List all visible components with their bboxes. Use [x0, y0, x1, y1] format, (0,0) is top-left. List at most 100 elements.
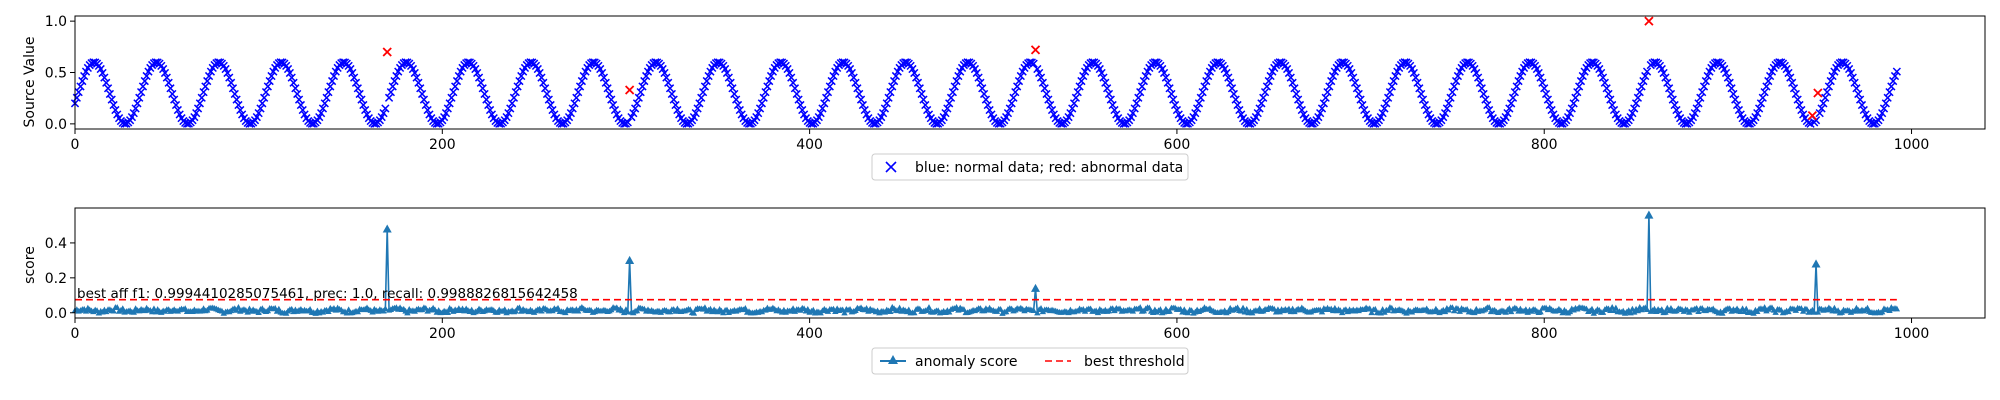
normal-data-point [735, 105, 744, 115]
normal-data-point [1005, 104, 1014, 113]
normal-data-point [541, 84, 550, 93]
normal-data-point [390, 76, 399, 86]
normal-data-point [1165, 84, 1174, 93]
anomaly-score-marker [382, 305, 389, 312]
normal-data-point [539, 78, 548, 87]
normal-data-point [1360, 105, 1369, 115]
normal-data-point [1472, 68, 1481, 78]
normal-data-point [1547, 105, 1556, 115]
normal-data-point [1196, 93, 1205, 102]
normal-data-point [1826, 76, 1835, 86]
normal-data-point [357, 95, 366, 104]
normal-data-point [1822, 87, 1832, 97]
normal-data-point [794, 95, 803, 104]
normal-data-point [1325, 82, 1334, 91]
abnormal-data-point [1030, 45, 1041, 55]
anomaly-score-marker [1750, 309, 1757, 316]
anomaly-score-marker [1643, 306, 1651, 312]
normal-data-point [1507, 99, 1516, 108]
normal-data-point [1292, 89, 1301, 99]
normal-data-point [1764, 76, 1773, 86]
anomaly-score-marker [742, 305, 749, 311]
normal-data-point [100, 73, 109, 82]
normal-data-point [1378, 108, 1387, 118]
normal-data-point [236, 105, 245, 115]
normal-data-point [1698, 87, 1707, 97]
normal-data-point [1475, 78, 1485, 87]
normal-data-point [1824, 82, 1834, 91]
normal-data-point [1134, 93, 1143, 102]
normal-data-point [76, 82, 85, 91]
normal-data-point [548, 105, 557, 115]
x-tick-label: 1000 [1894, 326, 1930, 342]
normal-data-point [1161, 73, 1171, 82]
bottom-legend-box [871, 347, 1189, 375]
normal-data-point [1204, 71, 1213, 81]
normal-data-point [820, 99, 829, 108]
normal-data-point [983, 100, 992, 110]
normal-data-point [1013, 82, 1022, 91]
normal-data-point [629, 108, 638, 118]
normal-data-point [1128, 108, 1137, 118]
top-legend-box [871, 153, 1189, 181]
normal-data-point [759, 93, 768, 102]
normal-data-point [1473, 73, 1483, 82]
normal-data-point [1699, 82, 1709, 91]
normal-data-point [757, 99, 766, 108]
normal-data-point [1014, 76, 1024, 86]
x-tick-label: 1000 [1894, 137, 1930, 153]
y-tick-label: 0.0 [45, 306, 67, 322]
normal-data-point [1576, 76, 1586, 86]
normal-data-point [1641, 71, 1650, 81]
normal-data-point [1878, 108, 1887, 118]
normal-data-point [954, 71, 963, 81]
normal-data-point [1260, 87, 1270, 97]
normal-data-point [889, 76, 899, 86]
anomaly-score-marker [1384, 307, 1392, 313]
normal-data-point [381, 104, 390, 113]
normal-data-point [1079, 71, 1088, 81]
normal-data-point [170, 95, 179, 104]
normal-data-point [192, 108, 201, 118]
normal-data-point [1642, 67, 1652, 76]
normal-data-point [667, 89, 677, 99]
normal-data-point [566, 108, 575, 118]
normal-data-point [410, 68, 419, 78]
anomaly-score-marker [1878, 308, 1886, 315]
normal-data-point [1382, 99, 1391, 108]
normal-data-point [570, 99, 579, 108]
normal-data-point [98, 68, 107, 78]
normal-data-point [162, 73, 171, 82]
normal-data-point [423, 105, 432, 115]
normal-data-point [730, 89, 739, 99]
normal-data-point [445, 99, 454, 108]
normal-data-point [1266, 71, 1275, 81]
normal-data-point [1440, 108, 1450, 118]
anomaly-score-marker [235, 303, 242, 310]
normal-data-point [517, 71, 526, 81]
normal-data-point [546, 100, 555, 110]
normal-data-point [1514, 76, 1523, 86]
normal-data-point [1663, 78, 1672, 87]
normal-data-point [1042, 89, 1051, 99]
anomaly-score-marker [255, 309, 262, 315]
normal-data-point [1444, 99, 1453, 108]
normal-data-point [1139, 76, 1148, 86]
normal-data-point [792, 89, 801, 99]
normal-data-point [785, 68, 794, 78]
normal-data-point [919, 95, 928, 104]
normal-data-point [267, 71, 276, 81]
normal-data-point [359, 100, 368, 110]
normal-data-point [1846, 68, 1856, 78]
normal-data-point [1202, 76, 1211, 86]
normal-data-point [1097, 68, 1106, 78]
normal-data-point [1226, 78, 1235, 87]
normal-data-point [1485, 105, 1494, 115]
normal-data-point [1235, 105, 1244, 115]
abnormal-data-markers [382, 16, 1823, 121]
normal-data-point [296, 100, 306, 110]
normal-data-point [1573, 87, 1582, 97]
anomaly-score-marker [1566, 308, 1574, 315]
normal-data-point [1565, 108, 1575, 118]
